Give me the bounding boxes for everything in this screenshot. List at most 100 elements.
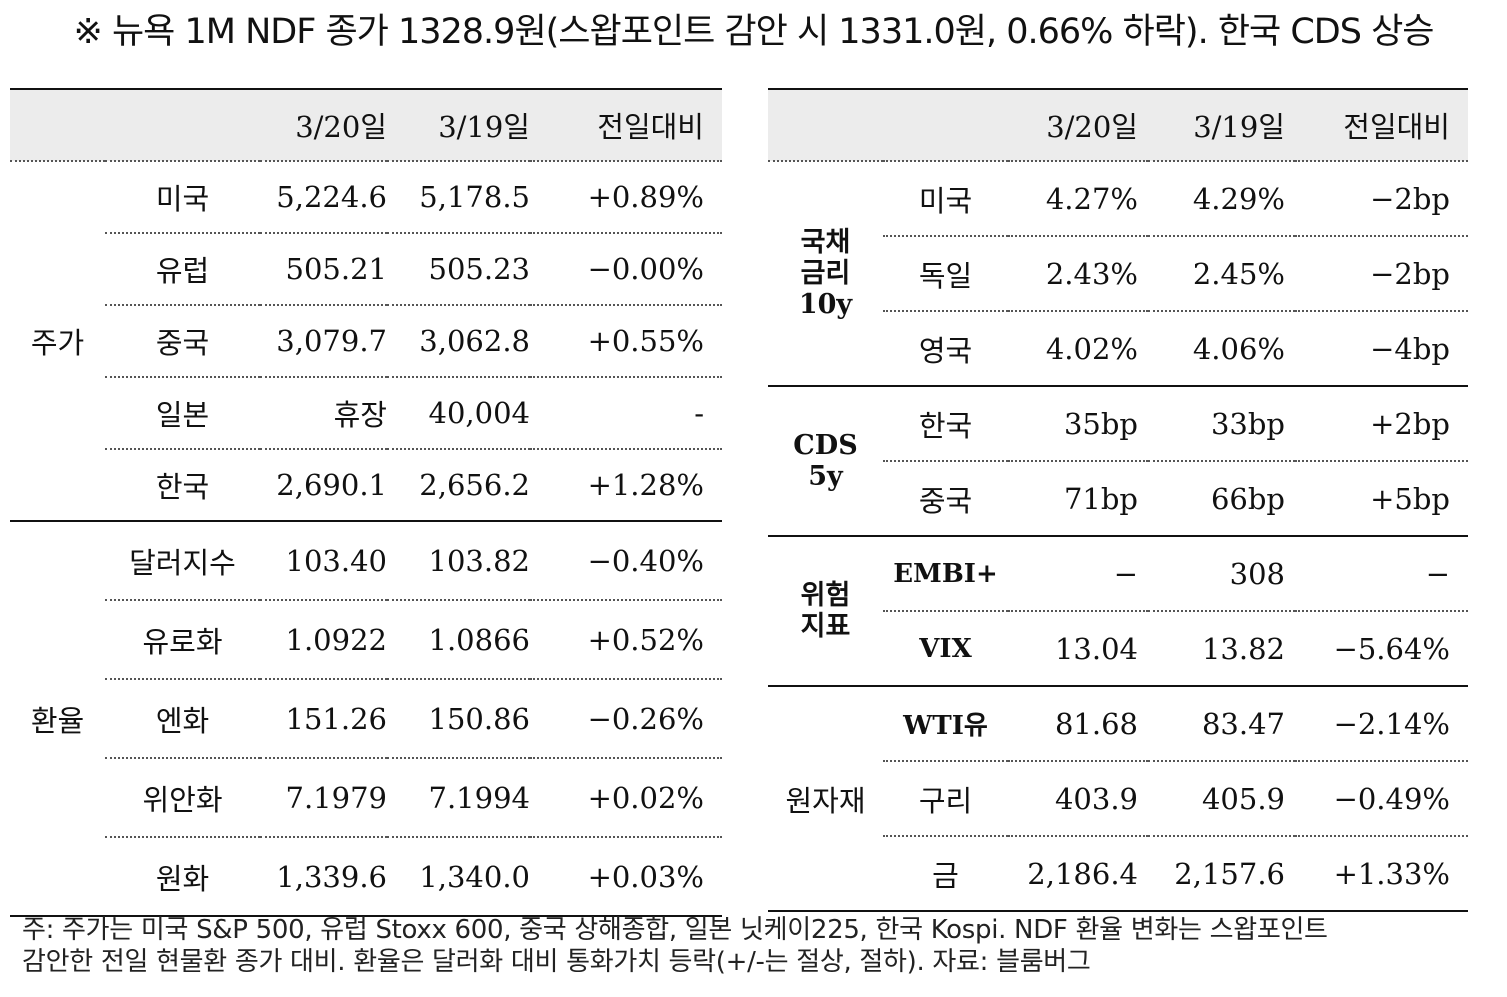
- row-label: 영국: [883, 311, 1008, 387]
- category-stocks: 주가: [10, 161, 105, 522]
- value-0320: 1,339.6: [260, 837, 387, 917]
- table-row: VIX 13.04 13.82 −5.64%: [768, 611, 1468, 687]
- category-cds: CDS 5y: [768, 386, 883, 537]
- table-row: 위험 지표 EMBI+ − 308 −: [768, 536, 1468, 687]
- market-table-left: 3/20일 3/19일 전일대비 주가 미국 5,224.6 5,178.5 +…: [10, 88, 722, 917]
- row-label: 독일: [883, 236, 1008, 312]
- row-label: 달러지수: [105, 521, 260, 601]
- header-category: [10, 88, 105, 162]
- value-change: −0.00%: [530, 233, 722, 306]
- value-change: -: [530, 377, 722, 450]
- header-item: [105, 88, 260, 162]
- category-bond-yield: 국채 금리 10y: [768, 161, 883, 387]
- value-change: −0.49%: [1295, 761, 1468, 837]
- row-label: 엔화: [105, 679, 260, 759]
- table-row: 국채 금리 10y 미국 4.27% 4.29% −2bp: [768, 161, 1468, 387]
- row-label: 유럽: [105, 233, 260, 306]
- table-row: 일본 휴장 40,004 -: [10, 377, 722, 450]
- value-0319: 66bp: [1148, 461, 1295, 537]
- table-row: 구리 403.9 405.9 −0.49%: [768, 761, 1468, 837]
- value-0320: 4.02%: [1008, 311, 1148, 387]
- header-date-0319: 3/19일: [387, 88, 530, 162]
- table-row: 유럽 505.21 505.23 −0.00%: [10, 233, 722, 306]
- category-commodities: 원자재: [768, 686, 883, 912]
- value-0319: 5,178.5: [387, 161, 530, 234]
- value-change: −2.14%: [1295, 686, 1468, 762]
- category-risk-label: 위험 지표: [800, 580, 851, 642]
- value-0320: 5,224.6: [260, 161, 387, 234]
- value-0320: 1.0922: [260, 600, 387, 680]
- row-label: VIX: [883, 611, 1008, 687]
- value-0319: 40,004: [387, 377, 530, 450]
- table-row: CDS 5y 한국 35bp 33bp +2bp: [768, 386, 1468, 537]
- table-header-row: 3/20일 3/19일 전일대비: [768, 88, 1468, 162]
- value-change: +5bp: [1295, 461, 1468, 537]
- header-change: 전일대비: [530, 88, 722, 162]
- table-row: 환율 달러지수 103.40 103.82 −0.40%: [10, 521, 722, 917]
- table-row: 주가 미국 5,224.6 5,178.5 +0.89%: [10, 161, 722, 522]
- value-0320: 7.1979: [260, 758, 387, 838]
- value-0319: 13.82: [1148, 611, 1295, 687]
- row-label: WTI유: [883, 686, 1008, 762]
- header-date-0319: 3/19일: [1148, 88, 1295, 162]
- row-label: 한국: [105, 449, 260, 522]
- row-label: 구리: [883, 761, 1008, 837]
- category-bond-yield-label: 국채 금리 10y: [798, 227, 853, 320]
- header-item: [883, 88, 1008, 162]
- value-0319: 103.82: [387, 521, 530, 601]
- value-0319: 4.29%: [1148, 161, 1295, 237]
- value-0320: 2.43%: [1008, 236, 1148, 312]
- value-0320: 3,079.7: [260, 305, 387, 378]
- value-0319: 3,062.8: [387, 305, 530, 378]
- value-0320: 2,690.1: [260, 449, 387, 522]
- value-0319: 150.86: [387, 679, 530, 759]
- header-date-0320: 3/20일: [260, 88, 387, 162]
- row-label: 금: [883, 836, 1008, 912]
- header-date-0320: 3/20일: [1008, 88, 1148, 162]
- value-0320: 35bp: [1008, 386, 1148, 462]
- row-label: 중국: [105, 305, 260, 378]
- category-fx: 환율: [10, 521, 105, 917]
- table-row: 원화 1,339.6 1,340.0 +0.03%: [10, 837, 722, 917]
- page-title: ※ 뉴욕 1M NDF 종가 1328.9원(스왑포인트 감안 시 1331.0…: [73, 12, 1435, 52]
- row-label: EMBI+: [883, 536, 1008, 612]
- row-label: 미국: [883, 161, 1008, 237]
- value-0320: 103.40: [260, 521, 387, 601]
- row-label: 미국: [105, 161, 260, 234]
- value-0319: 33bp: [1148, 386, 1295, 462]
- value-change: −2bp: [1295, 161, 1468, 237]
- table-row: 원자재 WTI유 81.68 83.47 −2.14%: [768, 686, 1468, 912]
- value-0320: 81.68: [1008, 686, 1148, 762]
- row-label: 한국: [883, 386, 1008, 462]
- value-0319: 1,340.0: [387, 837, 530, 917]
- value-0319: 308: [1148, 536, 1295, 612]
- value-change: +0.89%: [530, 161, 722, 234]
- value-change: +0.03%: [530, 837, 722, 917]
- value-0319: 7.1994: [387, 758, 530, 838]
- value-change: −0.26%: [530, 679, 722, 759]
- value-0319: 2.45%: [1148, 236, 1295, 312]
- value-0320: 505.21: [260, 233, 387, 306]
- value-0320: 403.9: [1008, 761, 1148, 837]
- row-label: 일본: [105, 377, 260, 450]
- value-change: −2bp: [1295, 236, 1468, 312]
- value-0320: 151.26: [260, 679, 387, 759]
- value-0320: 4.27%: [1008, 161, 1148, 237]
- footnote: 주: 주가는 미국 S&P 500, 유럽 Stoxx 600, 중국 상해종합…: [22, 914, 1462, 978]
- footnote-line-2: 감안한 전일 현물환 종가 대비. 환율은 달러화 대비 통화가치 등락(+/-…: [22, 947, 1091, 977]
- value-0319: 2,656.2: [387, 449, 530, 522]
- value-change: −5.64%: [1295, 611, 1468, 687]
- row-label: 위안화: [105, 758, 260, 838]
- value-0319: 405.9: [1148, 761, 1295, 837]
- table-row: 영국 4.02% 4.06% −4bp: [768, 311, 1468, 387]
- value-change: +0.55%: [530, 305, 722, 378]
- market-table-right: 3/20일 3/19일 전일대비 국채 금리 10y 미국 4.27% 4.29…: [768, 88, 1468, 912]
- value-0319: 4.06%: [1148, 311, 1295, 387]
- value-0320: 13.04: [1008, 611, 1148, 687]
- value-0320: −: [1008, 536, 1148, 612]
- value-0320: 휴장: [260, 377, 387, 450]
- category-cds-label: CDS 5y: [793, 430, 858, 492]
- table-row: 엔화 151.26 150.86 −0.26%: [10, 679, 722, 759]
- header-change: 전일대비: [1295, 88, 1468, 162]
- value-change: +2bp: [1295, 386, 1468, 462]
